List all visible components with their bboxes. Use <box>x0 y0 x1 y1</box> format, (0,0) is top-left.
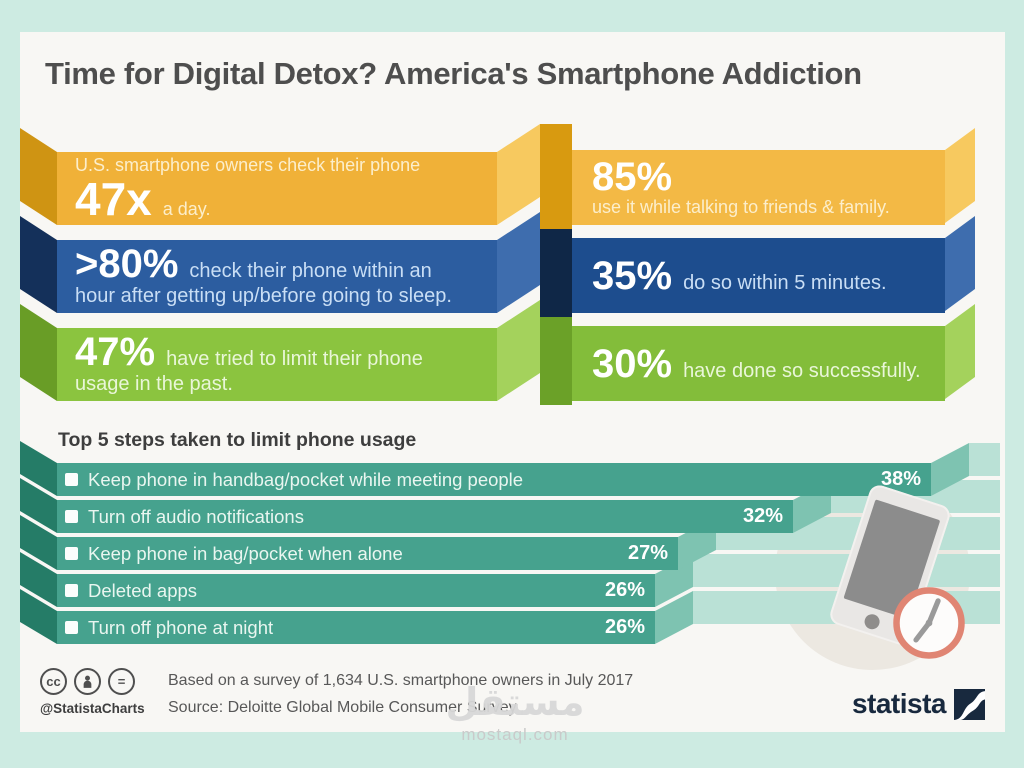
stat-value: 85% <box>592 155 673 199</box>
bullet-square-icon <box>65 473 78 486</box>
chart-title: Top 5 steps taken to limit phone usage <box>58 429 417 451</box>
stat-caption: do so within 5 minutes. <box>683 271 887 294</box>
stat-caption: have tried to limit their phone usage in… <box>75 348 423 395</box>
bullet-square-icon <box>65 584 78 597</box>
stat-caption: a day. <box>162 199 211 219</box>
bar-shadow-strip <box>969 443 1000 476</box>
phone-home-button-icon <box>862 612 882 632</box>
stat-left-panel: 47% have tried to limit their phone usage… <box>57 328 497 401</box>
bar: Turn off phone at night 26% <box>57 611 655 644</box>
ribbon-center-strip <box>540 300 572 405</box>
bar-value: 27% <box>627 542 668 564</box>
bar-label: Deleted apps <box>88 579 198 601</box>
stat-value: 47% <box>75 330 156 374</box>
bar-value: 26% <box>604 616 645 638</box>
source-note: Source: Deloitte Global Mobile Consumer … <box>168 699 517 716</box>
stat-right-panel: 85% use it while talking to friends & fa… <box>572 150 945 225</box>
cc-nd-icon: = <box>108 668 135 695</box>
bar-value: 38% <box>880 468 921 490</box>
bullet-square-icon <box>65 547 78 560</box>
bar-label: Keep phone in handbag/pocket while meeti… <box>88 468 524 490</box>
stat-left-panel: >80% check their phone within an hour aft… <box>57 240 497 313</box>
statista-logo-icon <box>954 688 985 720</box>
bar-label: Turn off audio notifications <box>88 505 304 527</box>
bullet-square-icon <box>65 621 78 634</box>
watermark-arabic: مستقل <box>445 682 585 724</box>
watermark-url: mostaql.com <box>461 725 569 744</box>
bar-label: Turn off phone at night <box>88 616 274 638</box>
stat-value: 47x <box>75 173 152 225</box>
page-title: Time for Digital Detox? America's Smartp… <box>45 56 862 91</box>
smartphone-illustration <box>827 482 965 659</box>
stat-value: 30% <box>592 341 673 386</box>
license-icons: cc = <box>40 668 135 695</box>
bar: Keep phone in bag/pocket when alone 27% <box>57 537 678 570</box>
survey-note: Based on a survey of 1,634 U.S. smartpho… <box>168 672 634 689</box>
statista-logo-text: statista <box>851 688 947 719</box>
cc-by-person-icon <box>74 668 101 695</box>
watermark: مستقل mostaql.com <box>425 684 605 743</box>
stat-value: >80% <box>75 242 179 286</box>
bar-value: 32% <box>742 505 783 527</box>
stat-caption: check their phone within an hour after g… <box>75 260 452 307</box>
bar: Turn off audio notifications 32% <box>57 500 793 533</box>
stat-left-panel: U.S. smartphone owners check their phone… <box>57 152 497 225</box>
stat-intro: U.S. smartphone owners check their phone <box>75 155 421 175</box>
statista-charts-handle: @StatistaCharts <box>40 701 145 716</box>
bar-label: Keep phone in bag/pocket when alone <box>88 542 403 564</box>
ribbon-center-strip <box>540 124 572 229</box>
ribbon-center-strip <box>540 212 572 317</box>
bar: Keep phone in handbag/pocket while meeti… <box>57 463 931 496</box>
stat-caption: use it while talking to friends & family… <box>592 197 890 217</box>
statista-brand: statista <box>700 688 985 720</box>
stat-right-panel: 30% have done so successfully. <box>572 326 945 401</box>
bar: Deleted apps 26% <box>57 574 655 607</box>
stat-caption: have done so successfully. <box>683 359 921 382</box>
stat-value: 35% <box>592 253 673 298</box>
bullet-square-icon <box>65 510 78 523</box>
cc-icon: cc <box>40 668 67 695</box>
bar-value: 26% <box>604 579 645 601</box>
stat-right-panel: 35% do so within 5 minutes. <box>572 238 945 313</box>
clock-icon <box>893 587 965 659</box>
